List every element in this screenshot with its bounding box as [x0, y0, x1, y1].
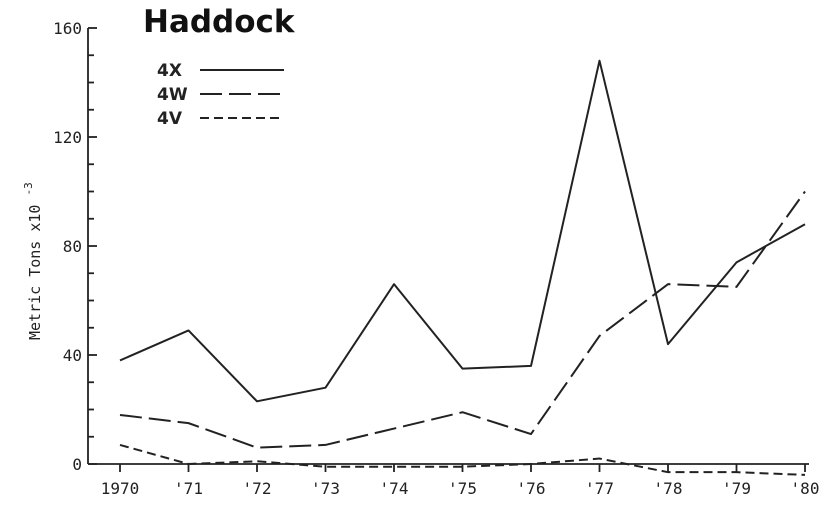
x-tick-label: 1970	[101, 479, 140, 498]
chart-title: Haddock	[143, 4, 295, 40]
legend-label-4x: 4X	[157, 61, 182, 81]
x-tick-label: '80	[791, 479, 820, 498]
x-tick-label: '78	[654, 479, 683, 498]
legend-label-4v: 4V	[157, 109, 183, 129]
x-tick-label: '79	[722, 479, 751, 498]
series-line-4v	[119, 443, 806, 476]
y-tick-label: 160	[53, 19, 82, 38]
x-ticks: 1970 '71 '72 '73 '74 '75 '76 '77 '78 '79 '80	[101, 464, 820, 498]
y-tick-label: 40	[63, 346, 82, 365]
y-axis-label-text: Metric Tons x10	[26, 205, 44, 340]
x-tick-label: '72	[243, 479, 272, 498]
x-tick-label: '73	[311, 479, 340, 498]
y-tick-label: 120	[53, 128, 82, 147]
x-tick-label: '76	[517, 479, 546, 498]
series-line-4w	[119, 190, 806, 449]
y-axis-label: Metric Tons x10 -3	[22, 182, 44, 340]
x-tick-label: '75	[448, 479, 477, 498]
series-lines	[119, 59, 806, 476]
series-line-4x	[119, 59, 806, 403]
legend-label-4w: 4W	[157, 85, 188, 105]
x-tick-label: '71	[174, 479, 203, 498]
y-tick-label: 80	[63, 237, 82, 256]
x-tick-label: '77	[585, 479, 614, 498]
x-tick-label: '74	[380, 479, 409, 498]
y-ticks: 0 40 80 120 160	[53, 19, 97, 474]
axes	[87, 28, 809, 465]
y-axis-label-exponent: -3	[22, 182, 35, 195]
y-tick-label: 0	[72, 455, 82, 474]
legend: 4X 4W 4V	[157, 61, 284, 129]
